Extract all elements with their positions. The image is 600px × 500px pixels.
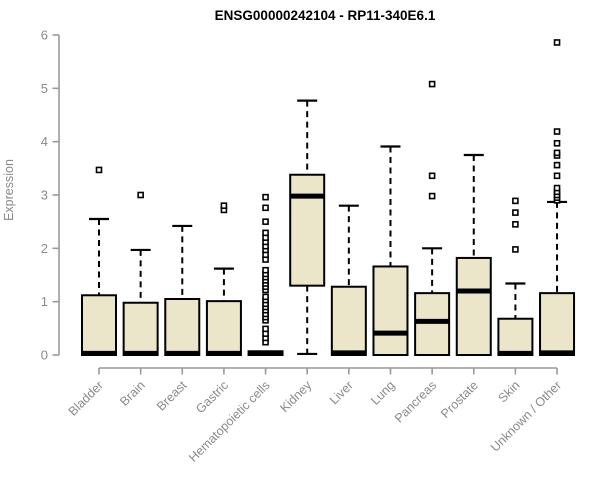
outlier-point-unknown-other bbox=[553, 149, 561, 157]
box-pancreas bbox=[414, 292, 451, 357]
x-tick-label: Unknown / Other bbox=[488, 378, 564, 454]
outlier-point-pancreas bbox=[428, 192, 436, 200]
box-breast bbox=[164, 298, 201, 356]
outlier-point-pancreas bbox=[428, 80, 436, 88]
x-tick-label: Breast bbox=[154, 378, 190, 414]
outlier-point-skin bbox=[512, 209, 519, 216]
outlier-point-unknown-other bbox=[553, 139, 561, 147]
outlier-point-unknown-other bbox=[553, 172, 561, 180]
y-tick-label: 4 bbox=[41, 134, 48, 149]
box-lung bbox=[372, 265, 409, 357]
x-tick-label: Prostate bbox=[438, 378, 481, 421]
outlier-point-gastric bbox=[220, 202, 228, 209]
outlier-point-hematopoietic-cells bbox=[262, 325, 269, 333]
x-tick-label: Gastric bbox=[193, 378, 231, 416]
x-tick-label: Bladder bbox=[66, 378, 106, 418]
outlier-point-hematopoietic-cells bbox=[262, 193, 269, 201]
y-tick-label: 5 bbox=[41, 81, 48, 96]
y-tick-label: 2 bbox=[41, 241, 48, 256]
outlier-point-unknown-other bbox=[553, 184, 561, 192]
y-tick-label: 3 bbox=[41, 188, 48, 203]
outlier-point-skin bbox=[512, 246, 519, 253]
outlier-point-bladder bbox=[95, 166, 103, 174]
outlier-point-hematopoietic-cells bbox=[262, 204, 269, 212]
x-tick-label: Lung bbox=[368, 378, 398, 408]
box-skin bbox=[497, 317, 534, 356]
outlier-point-skin bbox=[512, 221, 519, 228]
x-tick-label: Kidney bbox=[277, 378, 314, 415]
y-tick-label: 6 bbox=[41, 28, 48, 43]
chart-title: ENSG00000242104 - RP11-340E6.1 bbox=[214, 8, 436, 23]
x-tick-label: Hematopoietic cells bbox=[186, 378, 273, 465]
x-tick-label: Skin bbox=[495, 378, 522, 405]
y-tick-label: 0 bbox=[41, 348, 48, 363]
outlier-point-hematopoietic-cells bbox=[262, 266, 269, 274]
y-tick-label: 1 bbox=[41, 294, 48, 309]
box-kidney bbox=[289, 173, 326, 287]
outlier-point-hematopoietic-cells bbox=[262, 229, 269, 237]
outlier-point-pancreas bbox=[428, 172, 436, 180]
outlier-point-hematopoietic-cells bbox=[262, 218, 269, 225]
box-unknown-other bbox=[539, 292, 576, 357]
outlier-point-unknown-other bbox=[553, 39, 561, 46]
outlier-point-brain bbox=[137, 191, 144, 199]
box-liver bbox=[330, 285, 367, 357]
box-gastric bbox=[205, 300, 242, 356]
outlier-point-skin bbox=[512, 197, 519, 205]
outlier-point-unknown-other bbox=[553, 161, 561, 169]
box-prostate bbox=[455, 256, 492, 356]
outlier-point-unknown-other bbox=[553, 128, 561, 135]
box-brain bbox=[122, 301, 159, 357]
x-tick-label: Brain bbox=[117, 378, 148, 409]
outlier-point-hematopoietic-cells bbox=[262, 293, 269, 301]
x-tick-label: Liver bbox=[327, 378, 356, 407]
box-bladder bbox=[81, 294, 117, 356]
x-tick-label: Pancreas bbox=[392, 378, 439, 425]
